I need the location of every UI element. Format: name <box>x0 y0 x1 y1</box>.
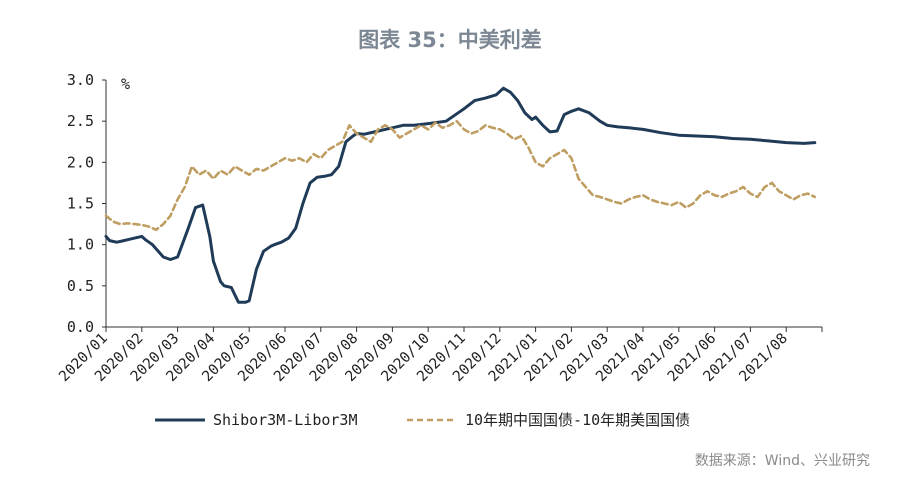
chart-legend: Shibor3M-Libor3M 10年期中国国债-10年期美国国债 <box>155 411 690 429</box>
y-tick-label: 1.5 <box>67 195 94 213</box>
y-tick-label: 1.0 <box>67 236 94 254</box>
y-tick-label: 0.0 <box>67 318 94 336</box>
legend-label-cn-us-10y: 10年期中国国债-10年期美国国债 <box>465 411 690 429</box>
y-tick-label: 0.5 <box>67 277 94 295</box>
series-layer <box>104 86 817 304</box>
y-tick-label: 2.5 <box>67 112 94 130</box>
y-tick-label: 3.0 <box>67 71 94 89</box>
y-axis-unit: % <box>121 75 130 93</box>
series-line-cn-us-10y <box>104 119 817 232</box>
source-note: 数据来源：Wind、兴业研究 <box>694 453 870 469</box>
chart-title: 图表 35：中美利差 <box>358 28 542 52</box>
legend-label-shibor-libor: Shibor3M-Libor3M <box>213 411 358 429</box>
series-line-shibor-libor <box>104 86 817 304</box>
chart-axes: 0.00.51.01.52.02.53.0 %2020/012020/022020… <box>56 71 823 385</box>
y-tick-label: 2.0 <box>67 153 94 171</box>
